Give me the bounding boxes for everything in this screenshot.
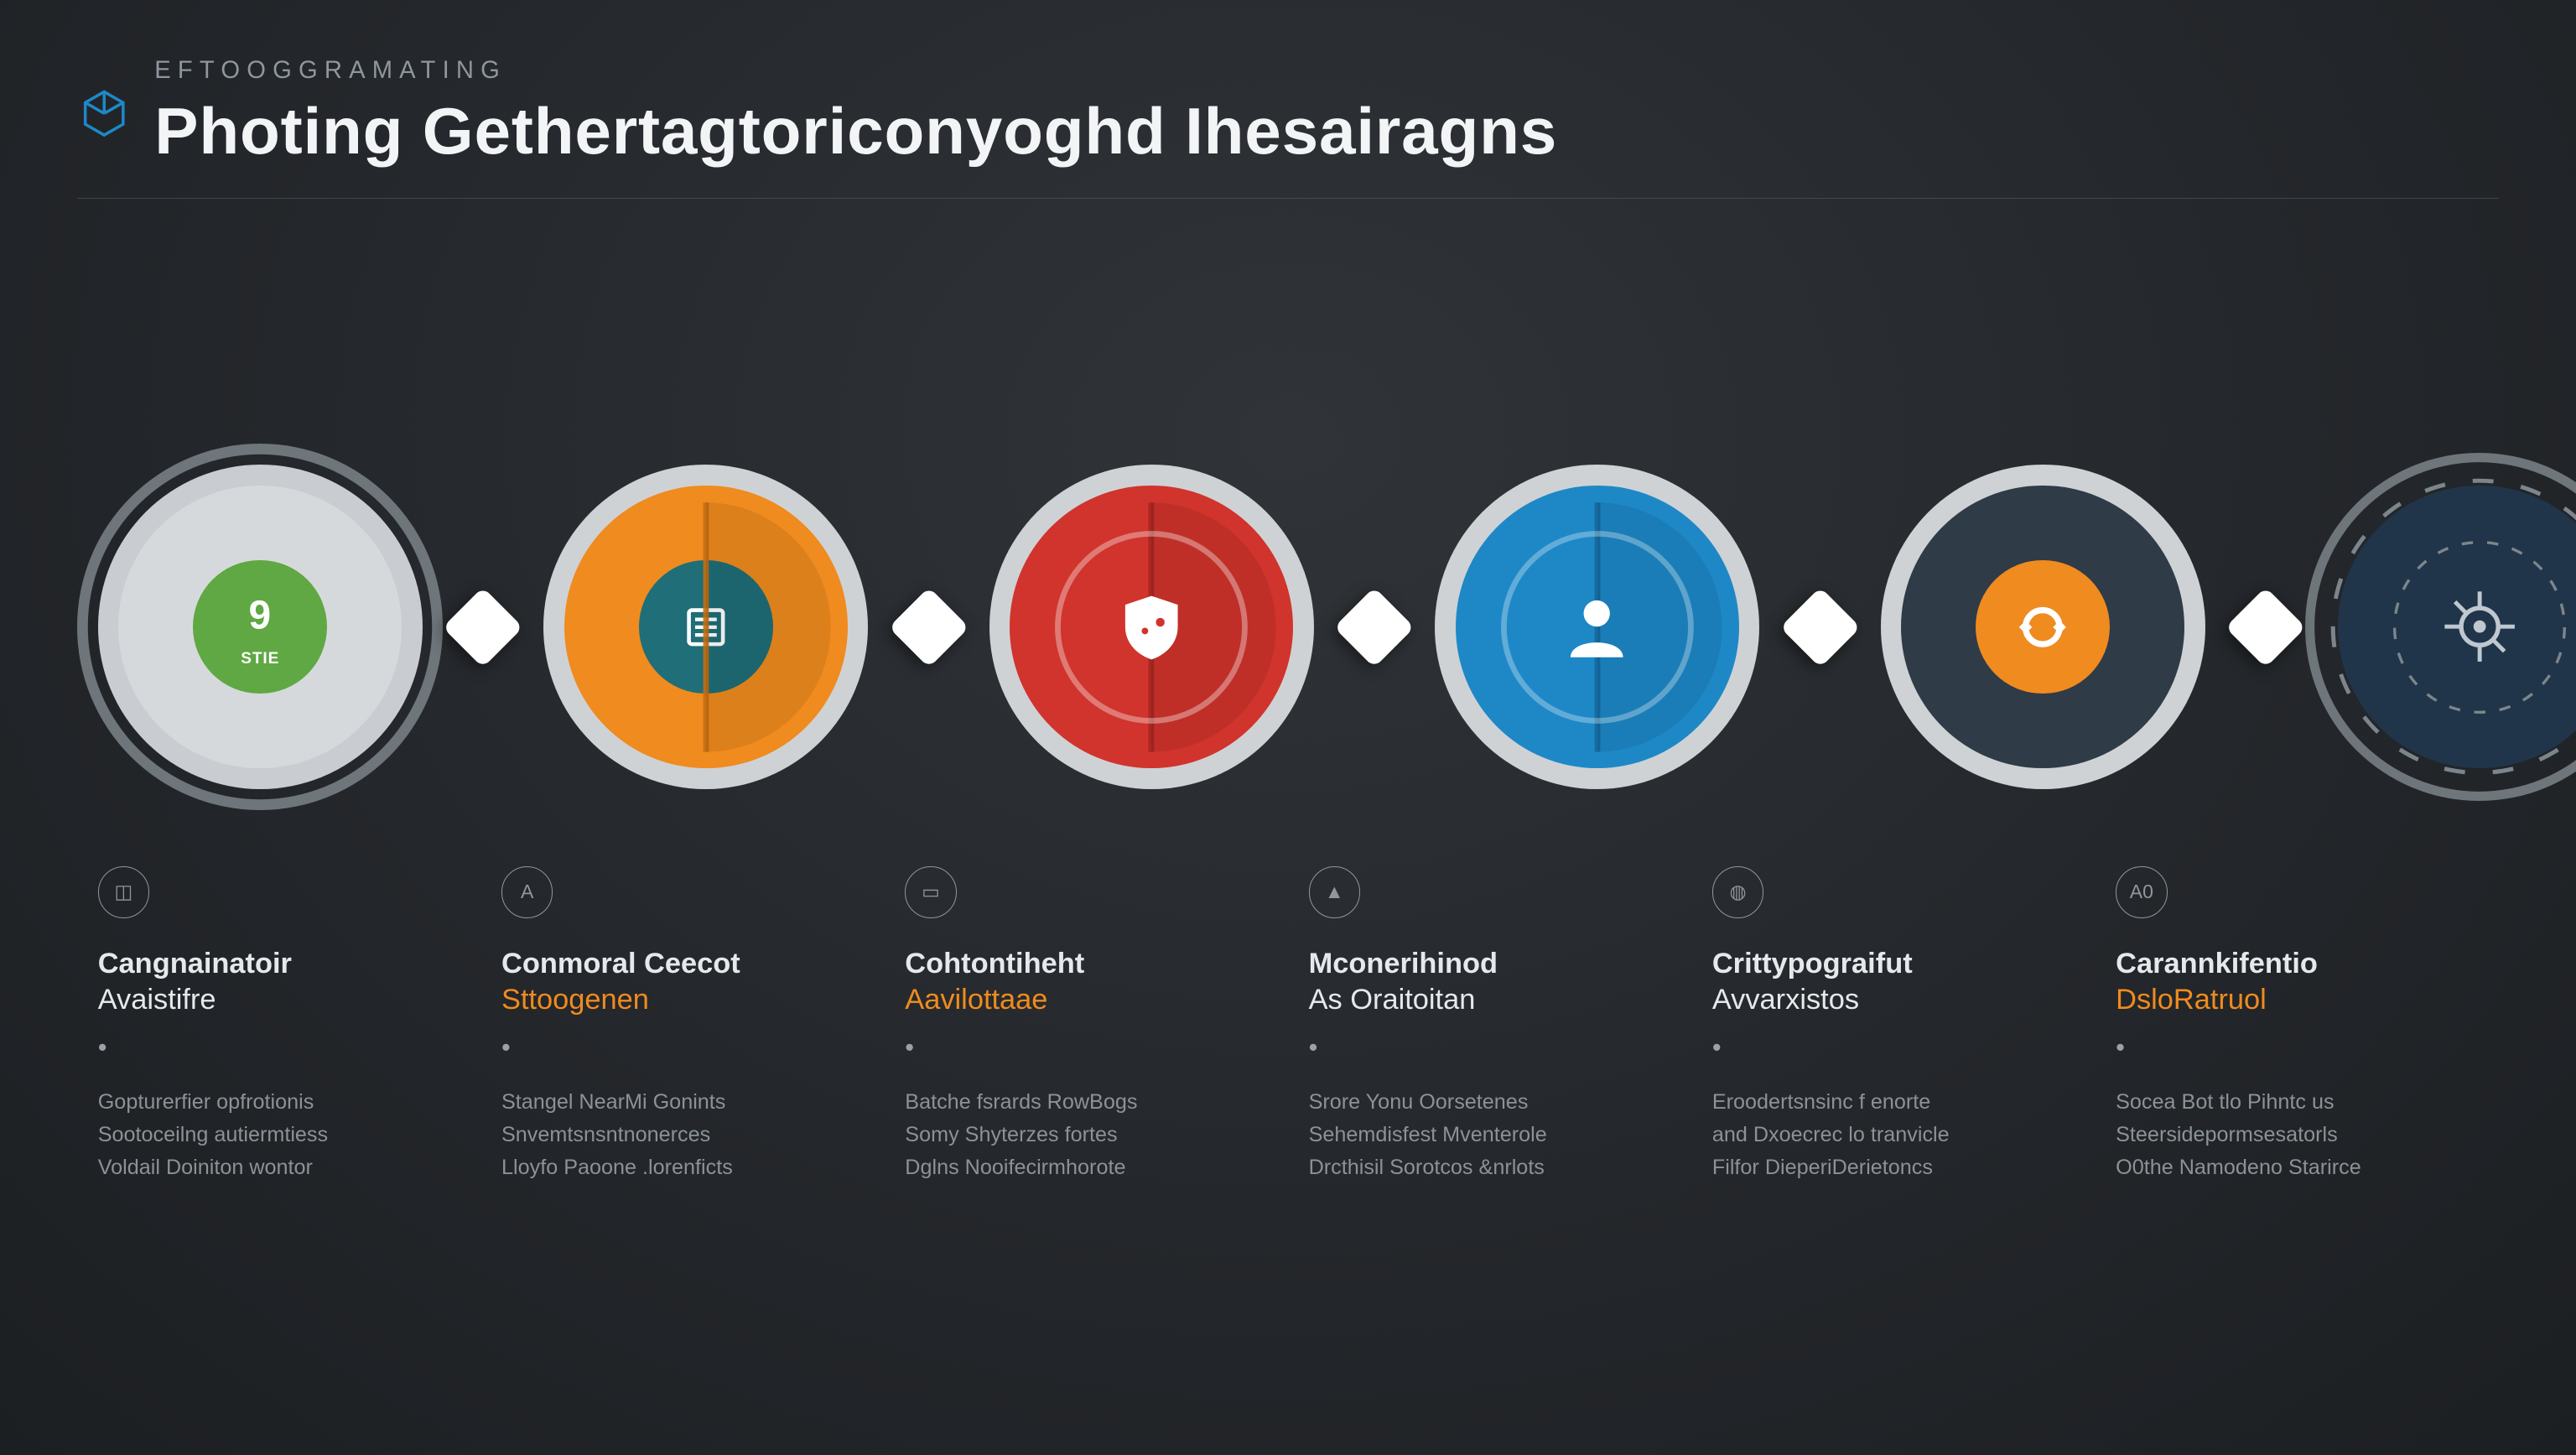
label-col-4: ▲ Mconerihinod As Oraitoitan • Srore Yon… (1288, 866, 1691, 1184)
process-node-1: 9 STIE (77, 444, 443, 809)
header-text: EFTOOGGRAMATING Photing Gethertagtoricon… (154, 57, 1557, 170)
slide-root: EFTOOGGRAMATING Photing Gethertagtoricon… (0, 0, 2576, 1455)
bullet-dot: • (1309, 1032, 1671, 1063)
bullet-dot: • (501, 1032, 864, 1063)
page-title: Photing Gethertagtoriconyoghd Ihesairagn… (154, 93, 1557, 169)
mini-badge: ◫ (98, 866, 149, 917)
process-node-6 (2305, 453, 2576, 801)
cube-logo-icon (77, 86, 132, 141)
mini-badge: ▲ (1309, 866, 1360, 917)
bullet-dot: • (98, 1032, 460, 1063)
node-disc (2338, 486, 2576, 769)
stage: 9 STIE ◫ Cangnainatoir Avaistifre • Goptu… (77, 199, 2499, 1403)
header-rule (77, 198, 2499, 199)
node-disc (1456, 486, 1739, 769)
label-subtitle: Sttoogenen (501, 982, 864, 1018)
connector-diamond (1780, 587, 1861, 668)
process-node-3 (969, 444, 1334, 809)
label-subtitle: DsloRatruol (2116, 982, 2478, 1018)
node-icon (1553, 583, 1640, 670)
label-title: Mconerihinod (1309, 946, 1671, 982)
node-disc (564, 486, 848, 769)
node-core (639, 560, 773, 694)
node-chain: 9 STIE (77, 444, 2499, 809)
bullet-dot: • (1712, 1032, 2075, 1063)
process-node-4 (1415, 444, 1780, 809)
label-body: Eroodertsnsinc f enorteand Dxoecrec lo t… (1712, 1086, 2075, 1184)
label-body: Batche fsrards RowBogsSomy Shyterzes for… (905, 1086, 1267, 1184)
connector-diamond (1334, 587, 1415, 668)
process-node-5 (1860, 444, 2225, 809)
bullet-dot: • (905, 1032, 1267, 1063)
node-disc: 9 STIE (118, 486, 402, 769)
label-body: Srore Yonu OorsetenesSehemdisfest Mvente… (1309, 1086, 1671, 1184)
node-disc (1010, 486, 1293, 769)
bullet-dot: • (2116, 1032, 2478, 1063)
label-col-1: ◫ Cangnainatoir Avaistifre • Gopturerfie… (77, 866, 480, 1184)
label-col-6: A0 Carannkifentio DsloRatruol • Socea Bo… (2096, 866, 2499, 1184)
label-subtitle: Aavilottaae (905, 982, 1267, 1018)
core-label: STIE (241, 650, 279, 668)
label-body: Gopturerfier opfrotionisSootoceilng auti… (98, 1086, 460, 1184)
label-col-2: A Conmoral Ceecot Sttoogenen • Stangel N… (480, 866, 884, 1184)
label-col-3: ▭ Cohtontiheht Aavilottaae • Batche fsra… (885, 866, 1288, 1184)
mini-badge: A0 (2116, 866, 2167, 917)
label-subtitle: As Oraitoitan (1309, 982, 1671, 1018)
label-col-5: ◍ Crittypograifut Avvarxistos • Eroodert… (1691, 866, 2095, 1184)
label-body: Stangel NearMi GonintsSnvemtsnsntnonerce… (501, 1086, 864, 1184)
header: EFTOOGGRAMATING Photing Gethertagtoricon… (77, 57, 2499, 170)
node-core: 9 STIE (193, 560, 327, 694)
label-title: Crittypograifut (1712, 946, 2075, 982)
label-row: ◫ Cangnainatoir Avaistifre • Gopturerfie… (77, 866, 2499, 1184)
node-icon (1108, 583, 1195, 670)
label-title: Carannkifentio (2116, 946, 2478, 982)
label-title: Cohtontiheht (905, 946, 1267, 982)
connector-diamond (889, 587, 969, 668)
connector-diamond (443, 587, 523, 668)
mini-badge: ◍ (1712, 866, 1763, 917)
node-disc (1901, 486, 2184, 769)
eyebrow: EFTOOGGRAMATING (154, 57, 1557, 85)
connector-diamond (2225, 587, 2306, 668)
target-icon (2438, 585, 2521, 668)
mini-badge: ▭ (905, 866, 956, 917)
process-node-2 (523, 444, 889, 809)
mini-badge: A (501, 866, 553, 917)
label-title: Cangnainatoir (98, 946, 460, 982)
label-subtitle: Avaistifre (98, 982, 460, 1018)
node-core (1976, 560, 2110, 694)
label-body: Socea Bot tlo Pihntc usSteersidepormsesa… (2116, 1086, 2478, 1184)
label-title: Conmoral Ceecot (501, 946, 864, 982)
label-subtitle: Avvarxistos (1712, 982, 2075, 1018)
svg-text:9: 9 (249, 594, 272, 638)
